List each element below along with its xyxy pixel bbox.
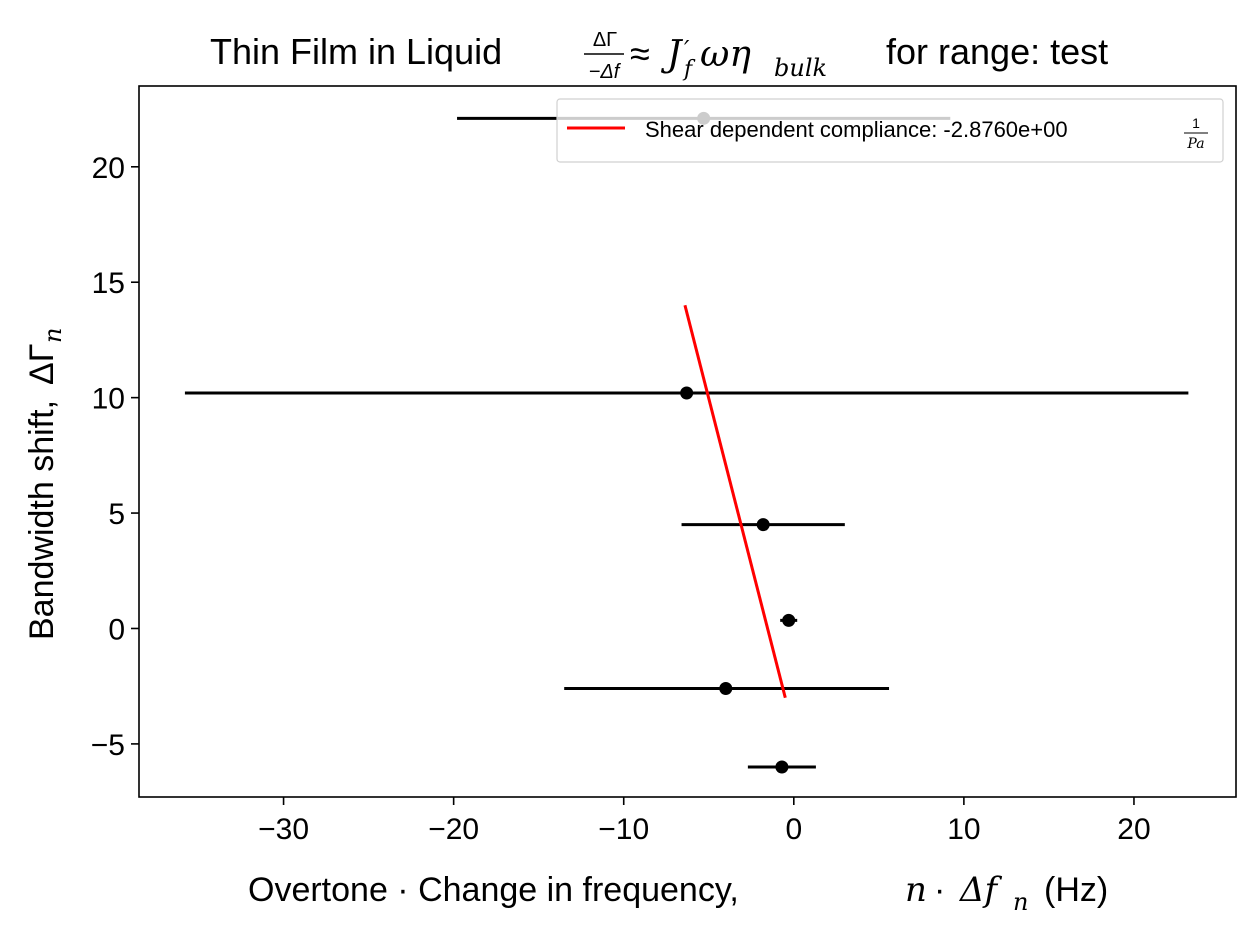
- x-axis-label-dot: ·: [934, 871, 945, 909]
- y-tick-label: 0: [108, 613, 125, 646]
- y-tick-label: 10: [92, 383, 125, 416]
- x-tick-label: −20: [428, 813, 479, 846]
- y-tick-label: 15: [92, 267, 125, 300]
- title-expr-J: J: [660, 34, 684, 75]
- x-axis-label-unit: (Hz): [1044, 871, 1108, 909]
- y-axis-label-symbol: ΔΓ: [23, 344, 61, 385]
- y-axis-ticks: −5 0 5 10 15 20: [91, 152, 139, 762]
- legend-unit-numerator: 1: [1192, 115, 1200, 131]
- legend-unit-denominator: Pa: [1186, 136, 1204, 152]
- y-axis-label-sub-n: n: [39, 328, 67, 343]
- y-axis-label: Bandwidth shift, ΔΓ n: [23, 328, 67, 640]
- x-tick-label: −10: [598, 813, 649, 846]
- data-point: [756, 518, 770, 532]
- data-point: [782, 613, 796, 627]
- x-tick-label: 0: [785, 813, 802, 846]
- title-frac-numerator: ΔΓ: [593, 29, 617, 51]
- fit-line-group: [683, 304, 787, 699]
- x-tick-label: −30: [258, 813, 309, 846]
- title-approx: ≈: [630, 33, 650, 74]
- y-tick-label: 5: [108, 498, 125, 531]
- x-axis-label: Overtone · Change in frequency, n · Δf n…: [248, 870, 1108, 916]
- title-expr-omega-eta: ωη: [700, 34, 751, 75]
- chart-title: Thin Film in Liquid: [210, 31, 502, 72]
- error-bars: [184, 116, 1189, 769]
- title-expr-prime: ′: [684, 36, 690, 64]
- x-axis-label-n: n: [905, 870, 927, 910]
- x-axis-label-sub-n: n: [1013, 888, 1028, 916]
- y-tick-label: 20: [92, 152, 125, 185]
- title-formula: ΔΓ −Δf ≈ J ′ f ωη bulk for range: test: [584, 29, 1108, 83]
- title-expr-sub-bulk: bulk: [774, 54, 827, 82]
- y-axis-label-text: Bandwidth shift,: [23, 400, 61, 640]
- y-tick-label: −5: [91, 729, 125, 762]
- x-axis-label-text: Overtone · Change in frequency,: [248, 871, 739, 909]
- plot-frame: [138, 85, 1237, 798]
- x-tick-label: 20: [1117, 813, 1150, 846]
- title-frac-denominator: −Δf: [589, 61, 622, 83]
- legend: Shear dependent compliance: -2.8760e+00 …: [556, 98, 1224, 163]
- data-point: [680, 386, 694, 400]
- legend-box: [556, 98, 1224, 163]
- data-point: [719, 682, 733, 696]
- x-axis-ticks: −30 −20 −10 0 10 20: [258, 797, 1151, 846]
- title-prefix: Thin Film in Liquid: [210, 31, 502, 72]
- x-axis-label-delta-f: Δf: [958, 870, 1003, 910]
- legend-label: Shear dependent compliance: -2.8760e+00: [645, 117, 1068, 142]
- title-suffix: for range: test: [886, 31, 1108, 72]
- title-expr-sub-f: f: [682, 57, 696, 82]
- fit-line: [683, 304, 787, 699]
- x-tick-label: 10: [947, 813, 980, 846]
- data-point: [775, 760, 789, 774]
